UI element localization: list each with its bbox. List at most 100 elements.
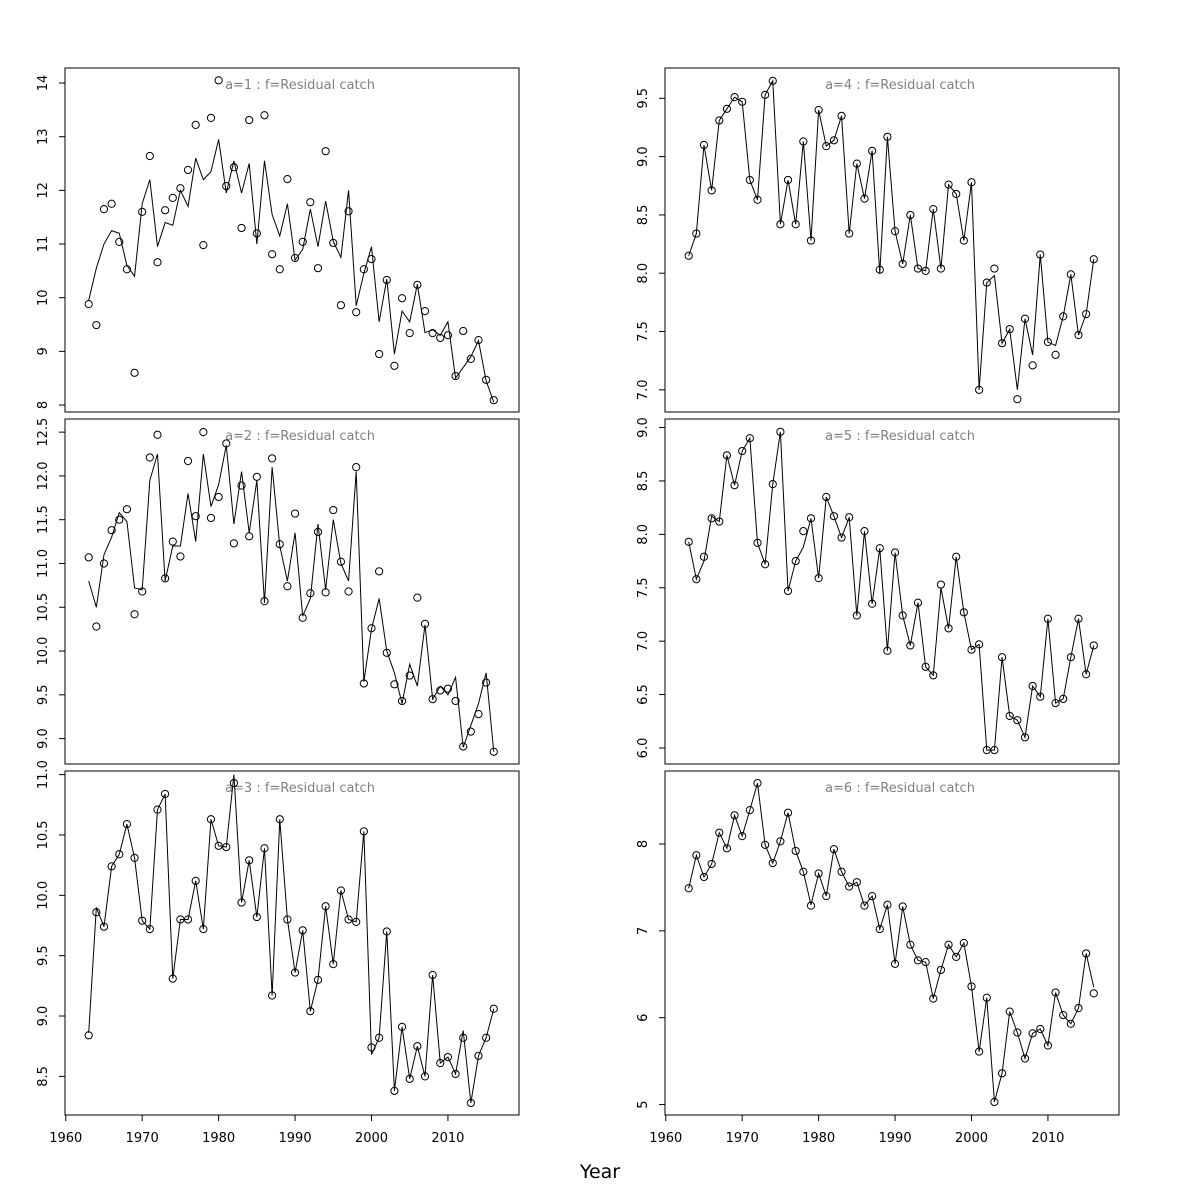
observed-point — [1028, 681, 1037, 691]
observed-point — [806, 901, 816, 910]
observed-point — [321, 147, 330, 156]
observed-point — [707, 859, 716, 869]
observed-point — [375, 567, 384, 576]
fitted-line — [88, 445, 495, 752]
observed-point — [405, 1074, 414, 1083]
observed-point — [306, 198, 315, 207]
panel-title: a=2 : f=Residual catch — [225, 429, 375, 444]
x-tick-label: 1970 — [726, 1131, 759, 1146]
observed-point — [214, 76, 223, 85]
observed-point — [153, 258, 162, 267]
observed-point — [730, 481, 739, 490]
y-tick-label: 11.0 — [36, 549, 51, 578]
observed-point — [214, 841, 223, 850]
y-tick-label: 8.0 — [636, 524, 651, 545]
y-tick-label: 7.5 — [636, 321, 651, 342]
observed-point — [952, 952, 961, 961]
observed-point — [791, 556, 800, 566]
y-tick-label: 9.0 — [636, 417, 651, 438]
observed-point — [692, 851, 701, 860]
observed-point — [722, 844, 732, 853]
observed-point — [684, 537, 693, 546]
observed-point — [451, 696, 460, 706]
y-tick-label: 7.0 — [636, 380, 651, 401]
observed-point — [115, 515, 124, 524]
observed-point — [405, 329, 414, 338]
observed-point — [1013, 716, 1022, 725]
y-tick-label: 9.5 — [36, 684, 51, 705]
x-tick-label: 1990 — [279, 1131, 312, 1146]
observed-point — [1089, 989, 1098, 998]
x-tick-label: 1960 — [49, 1131, 82, 1146]
y-tick-label: 8.5 — [636, 205, 651, 226]
observed-point — [390, 361, 399, 370]
observed-point — [290, 509, 300, 518]
observed-point — [344, 207, 353, 216]
observed-point — [92, 320, 101, 330]
y-tick-label: 10.5 — [36, 820, 51, 849]
y-tick-label: 8.0 — [636, 263, 651, 284]
observed-point — [1059, 694, 1068, 703]
y-tick-label: 6.5 — [636, 684, 651, 705]
observed-point — [799, 527, 808, 536]
observed-point — [745, 805, 754, 815]
observed-point — [130, 610, 139, 619]
observed-point — [466, 727, 475, 736]
x-tick-label: 2000 — [355, 1131, 388, 1146]
observed-point — [1020, 1054, 1030, 1063]
observed-point — [329, 505, 338, 515]
observed-point — [122, 820, 132, 829]
y-tick-label: 9.5 — [636, 88, 651, 109]
observed-point — [990, 264, 999, 273]
y-tick-label: 8.5 — [636, 471, 651, 492]
observed-point — [913, 264, 923, 273]
observed-point — [738, 832, 747, 841]
fitted-line — [88, 139, 495, 403]
observed-point — [1089, 641, 1098, 650]
observed-point — [344, 587, 353, 596]
observed-point — [1013, 395, 1022, 404]
observed-point — [145, 453, 154, 462]
observed-point — [176, 552, 185, 561]
observed-point — [84, 300, 93, 309]
observed-point — [482, 1033, 491, 1042]
panel: a=3 : f=Residual catch 8.5 9.0 9.5 10.0 10.5 1… — [36, 760, 520, 1146]
observed-point — [92, 622, 101, 631]
observed-point — [474, 1051, 483, 1060]
observed-point — [921, 958, 930, 967]
observed-point — [161, 206, 170, 215]
observed-point — [799, 867, 808, 876]
y-tick-label: 12.0 — [36, 461, 51, 490]
panel: a=4 : f=Residual catch 7.0 7.5 8.0 8.5 9.0 9.5 — [636, 67, 1120, 413]
observed-point — [1051, 988, 1060, 997]
observed-point — [130, 368, 139, 377]
observed-point — [191, 120, 200, 129]
observed-point — [443, 1052, 453, 1062]
y-tick-label: 7 — [636, 927, 651, 935]
observed-point — [413, 280, 422, 289]
observed-point — [107, 526, 116, 535]
y-tick-label: 8 — [636, 840, 651, 848]
y-tick-label: 10.5 — [36, 593, 51, 622]
observed-point — [860, 901, 869, 910]
observed-point — [183, 456, 193, 466]
x-tick-label: 1990 — [879, 1131, 912, 1146]
observed-point — [730, 811, 739, 820]
y-tick-label: 6.0 — [636, 738, 651, 759]
y-tick-label: 9.0 — [636, 146, 651, 167]
observed-point — [929, 994, 938, 1003]
observed-point — [390, 680, 399, 689]
observed-point — [99, 205, 109, 214]
observed-point — [206, 513, 216, 523]
x-tick-label: 1970 — [126, 1131, 159, 1146]
observed-point — [1066, 1019, 1075, 1028]
observed-point — [283, 582, 292, 591]
observed-point — [237, 223, 246, 233]
observed-point — [229, 539, 239, 548]
observed-point — [722, 104, 732, 113]
observed-point — [336, 301, 346, 310]
observed-point — [829, 512, 839, 521]
observed-point — [474, 335, 483, 345]
observed-point — [837, 867, 846, 876]
